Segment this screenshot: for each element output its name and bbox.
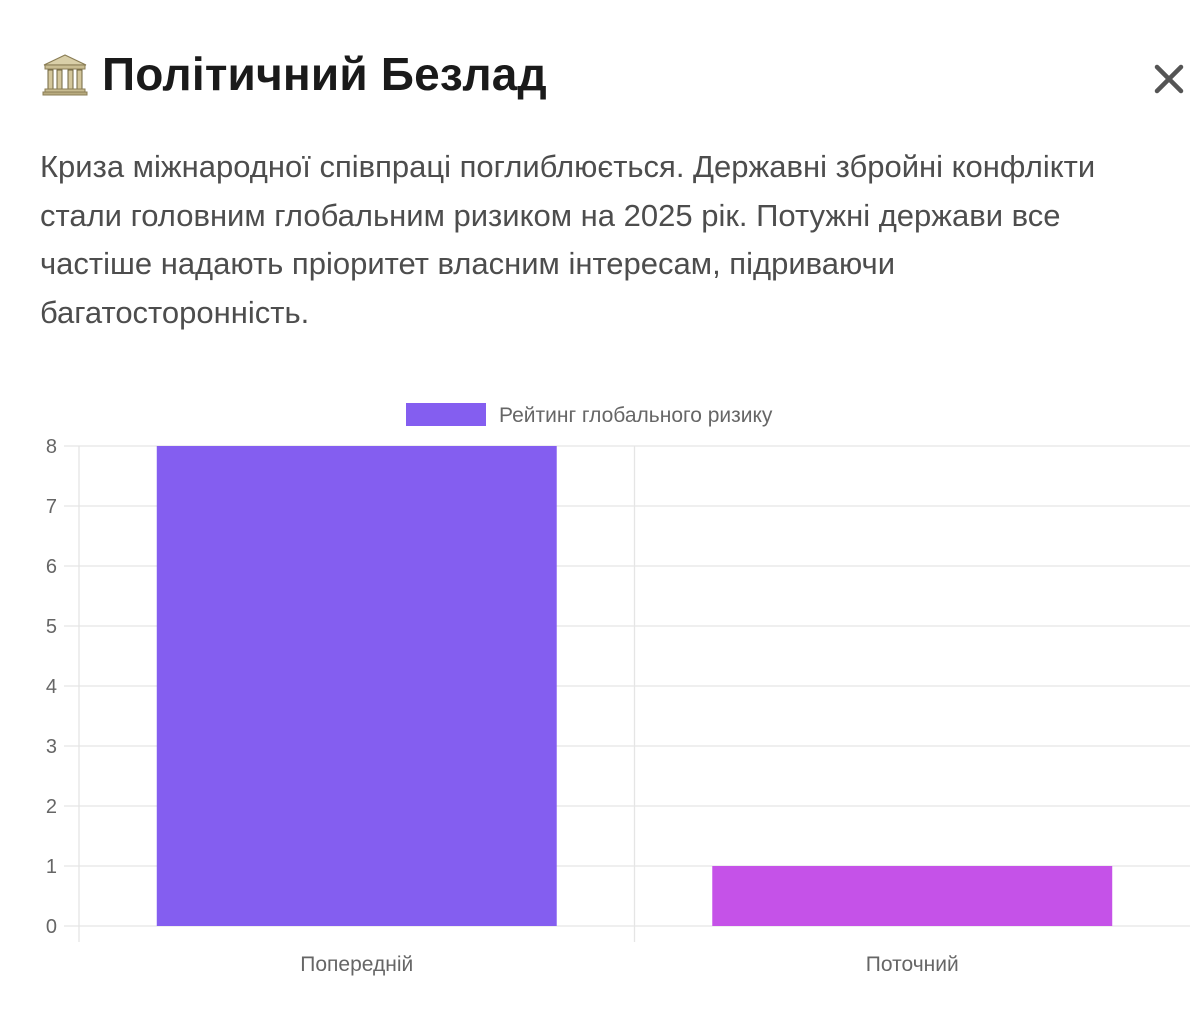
y-tick-label: 6 — [46, 556, 57, 578]
y-tick-label: 4 — [46, 676, 57, 698]
legend-label: Рейтинг глобального ризику — [499, 404, 773, 427]
modal-title: Політичний Безлад — [102, 48, 547, 100]
risk-bar-chart: 0 1 2 3 4 5 6 7 8 Попередній Поточний Рейтинг глоба… — [46, 403, 1190, 976]
modal-description: Криза міжнародної співпраці поглиблюєтьс… — [40, 149, 1096, 330]
y-tick-label: 8 — [46, 436, 57, 458]
x-category-label: Попередній — [300, 953, 413, 976]
legend-swatch — [406, 403, 486, 426]
y-tick-label: 7 — [46, 496, 57, 518]
y-tick-label: 3 — [46, 736, 57, 758]
x-category-label: Поточний — [866, 953, 959, 976]
bar-2 — [712, 866, 1113, 926]
y-tick-label: 2 — [46, 796, 57, 818]
y-tick-label: 0 — [46, 916, 57, 938]
close-icon[interactable] — [1146, 56, 1190, 102]
y-tick-label: 1 — [46, 856, 57, 878]
bar-1 — [156, 446, 557, 926]
y-tick-label: 5 — [46, 616, 57, 638]
classical-building-icon — [42, 54, 88, 96]
modal-header: Політичний Безлад — [40, 42, 547, 106]
